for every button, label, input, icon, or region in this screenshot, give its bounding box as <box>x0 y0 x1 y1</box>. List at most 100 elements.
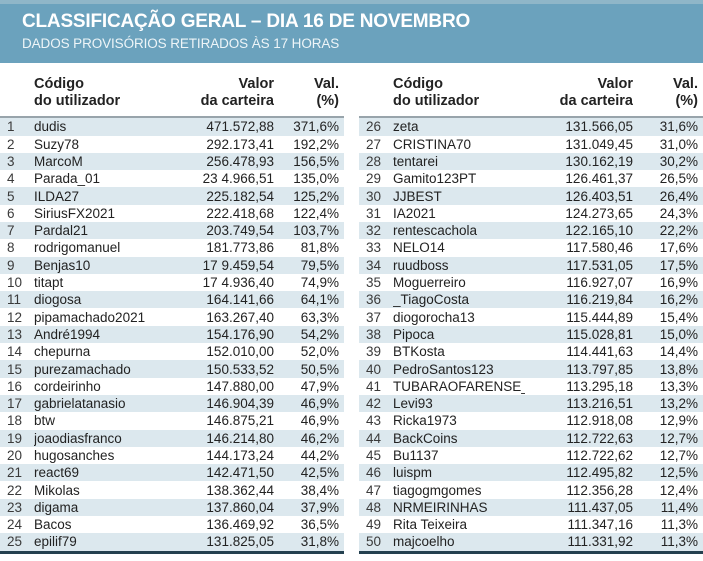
cell-pct: 12,7% <box>659 448 698 463</box>
table-row: 10 titapt 17 4.936,40 74,9% <box>0 274 344 291</box>
cell-value: 115.444,89 <box>566 309 633 325</box>
table-row: 42 Levi93 113.216,51 13,2% <box>359 394 703 413</box>
table-row: 31 IA2021 124.273,65 24,3% <box>359 205 703 222</box>
cell-rank: 41 <box>366 378 382 394</box>
cell-rank: 11 <box>7 292 22 308</box>
cell-pct: 44,2% <box>300 448 339 463</box>
cell-rank: 1 <box>7 119 15 135</box>
cell-rank: 10 <box>7 275 23 291</box>
cell-value: 136.469,92 <box>206 517 274 533</box>
cell-rank: 13 <box>7 326 23 342</box>
cell-value: 113.797,85 <box>566 361 633 377</box>
cell-value: 122.165,10 <box>565 223 633 239</box>
header-band: CLASSIFICAÇÃO GERAL – DIA 16 DE NOVEMBRO… <box>0 0 703 63</box>
cell-user: Benjas10 <box>34 257 91 273</box>
table-row: 15 purezamachado 150.533,52 50,5% <box>0 360 344 378</box>
cell-pct: 12,7% <box>659 430 698 446</box>
cell-pct: 16,9% <box>659 275 698 291</box>
cell-pct: 26,4% <box>659 188 698 204</box>
cell-rank: 47 <box>366 482 382 498</box>
column-header-user: Código do utilizador <box>393 76 480 110</box>
cell-user: Moguerreiro <box>393 275 466 291</box>
rank-table-right: Código do utilizador Valor da carteira V… <box>359 76 703 554</box>
table-row: 35 Moguerreiro 116.927,07 16,9% <box>359 274 703 291</box>
cell-pct: 26,5% <box>659 171 698 187</box>
cell-user: zeta <box>393 119 419 135</box>
cell-rank: 8 <box>7 240 15 256</box>
table-row: 14 chepurna 152.010,00 52,0% <box>0 343 344 360</box>
cell-pct: 14,4% <box>659 344 698 360</box>
cell-pct: 125,2% <box>293 188 339 204</box>
cell-value: 131.566,05 <box>565 119 633 135</box>
cell-value: 116.219,84 <box>566 292 633 308</box>
table-row: 48 NRMEIRINHAS 111.437,05 11,4% <box>359 498 703 517</box>
cell-user: BackCoins <box>393 430 458 446</box>
table-row: 30 JJBEST 126.403,51 26,4% <box>359 187 703 205</box>
table-row: 33 NELO14 117.580,46 17,6% <box>359 239 703 256</box>
column-header-value: Valor da carteira <box>200 76 274 110</box>
table-row: 2 Suzy78 292.173,41 192,2% <box>0 136 344 153</box>
table-row: 34 ruudboss 117.531,05 17,5% <box>359 256 703 274</box>
table-header-row: Código do utilizador Valor da carteira V… <box>0 76 344 119</box>
cell-user: Parada_01 <box>34 171 101 187</box>
cell-pct: 64,1% <box>300 292 339 308</box>
table-row: 7 Pardal21 203.749,54 103,7% <box>0 222 344 240</box>
cell-rank: 12 <box>7 309 23 325</box>
cell-pct: 15,0% <box>659 326 698 342</box>
cell-rank: 22 <box>7 482 23 498</box>
cell-user: ILDA27 <box>34 188 80 204</box>
cell-pct: 24,3% <box>659 205 698 221</box>
cell-pct: 156,5% <box>293 153 339 169</box>
cell-value: 130.162,19 <box>565 153 633 169</box>
cell-pct: 15,4% <box>659 309 698 325</box>
cell-value: 17 9.459,54 <box>202 257 274 273</box>
cell-user: digama <box>34 499 79 515</box>
cell-rank: 3 <box>7 153 15 169</box>
cell-value: 112.495,82 <box>566 465 633 481</box>
table-row: 41 TUBARAOFARENSE_ 113.295,18 13,3% <box>359 378 703 395</box>
table-row: 50 majcoelho 111.331,92 11,3% <box>359 533 703 551</box>
cell-rank: 48 <box>366 499 382 515</box>
cell-user: NRMEIRINHAS <box>393 499 488 515</box>
table-row: 12 pipamachado2021 163.267,40 63,3% <box>0 308 344 325</box>
cell-pct: 79,5% <box>300 257 339 273</box>
cell-pct: 52,0% <box>300 344 339 360</box>
table-row: 4 Parada_01 23 4.966,51 135,0% <box>0 170 344 187</box>
cell-pct: 81,8% <box>300 240 339 256</box>
cell-pct: 46,9% <box>300 396 339 412</box>
table-row: 39 BTKosta 114.441,63 14,4% <box>359 343 703 360</box>
table-row: 45 Bu1137 112.722,62 12,7% <box>359 447 703 464</box>
cell-user: diogorocha13 <box>393 309 475 325</box>
cell-pct: 12,5% <box>659 465 698 481</box>
page-subtitle: DADOS PROVISÓRIOS RETIRADOS ÀS 17 HORAS <box>22 35 340 51</box>
cell-value: 147.880,00 <box>206 378 274 394</box>
cell-value: 111.331,92 <box>567 534 633 550</box>
cell-rank: 37 <box>366 309 382 325</box>
cell-pct: 42,5% <box>300 465 339 481</box>
cell-rank: 44 <box>366 430 382 446</box>
cell-pct: 46,9% <box>300 413 339 429</box>
cell-rank: 25 <box>7 534 23 550</box>
cell-rank: 18 <box>7 413 23 429</box>
cell-pct: 31,0% <box>659 136 698 152</box>
table-row: 3 MarcoM 256.478,93 156,5% <box>0 152 344 171</box>
cell-value: 146.904,39 <box>206 396 274 412</box>
cell-rank: 46 <box>366 465 382 481</box>
cell-user: luispm <box>393 465 433 481</box>
cell-value: 181.773,86 <box>206 240 274 256</box>
cell-value: 144.173,24 <box>206 448 274 463</box>
cell-pct: 37,9% <box>300 499 339 515</box>
cell-user: Ricka1973 <box>393 413 457 429</box>
column-header-user: Código do utilizador <box>34 76 121 110</box>
cell-rank: 33 <box>366 240 382 256</box>
table-row: 16 cordeirinho 147.880,00 47,9% <box>0 378 344 395</box>
cell-pct: 47,9% <box>300 378 339 394</box>
cell-pct: 38,4% <box>300 482 339 498</box>
cell-rank: 6 <box>7 205 15 221</box>
cell-pct: 22,2% <box>659 223 698 239</box>
cell-pct: 17,6% <box>659 240 698 256</box>
cell-value: 222.418,68 <box>206 205 274 221</box>
table-row: 37 diogorocha13 115.444,89 15,4% <box>359 308 703 325</box>
table-row: 28 tentarei 130.162,19 30,2% <box>359 152 703 171</box>
table-row: 11 diogosa 164.141,66 64,1% <box>0 291 344 309</box>
